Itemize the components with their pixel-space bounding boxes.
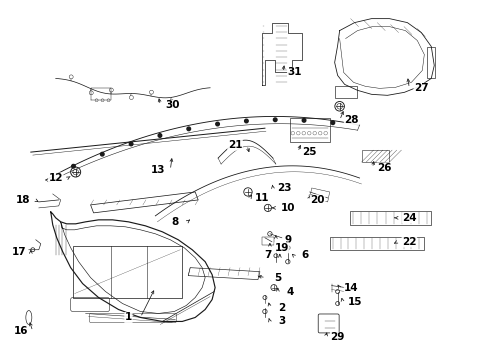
Bar bbox=[334, 86, 356, 98]
Text: 19: 19 bbox=[274, 243, 288, 253]
Text: 22: 22 bbox=[401, 237, 416, 247]
Circle shape bbox=[244, 119, 248, 123]
Bar bbox=[262, 237, 273, 245]
Text: 27: 27 bbox=[413, 84, 428, 93]
Text: 31: 31 bbox=[287, 67, 302, 77]
Text: 30: 30 bbox=[164, 100, 179, 110]
Text: 1: 1 bbox=[124, 312, 132, 323]
Text: 17: 17 bbox=[12, 247, 26, 257]
Bar bbox=[329, 237, 424, 250]
Text: 16: 16 bbox=[14, 327, 28, 336]
Text: 20: 20 bbox=[310, 195, 325, 205]
Circle shape bbox=[101, 152, 104, 156]
Text: 21: 21 bbox=[227, 140, 242, 150]
Bar bbox=[289, 118, 329, 142]
Text: 7: 7 bbox=[264, 250, 271, 260]
Text: 4: 4 bbox=[285, 287, 293, 297]
Text: 12: 12 bbox=[48, 173, 63, 183]
Text: 2: 2 bbox=[278, 302, 285, 312]
Bar bbox=[361, 150, 388, 162]
Text: 3: 3 bbox=[278, 316, 285, 327]
Text: 10: 10 bbox=[280, 203, 294, 213]
Circle shape bbox=[158, 134, 162, 137]
Text: 23: 23 bbox=[277, 183, 291, 193]
Text: 18: 18 bbox=[16, 195, 30, 205]
Bar bbox=[73, 246, 182, 298]
Circle shape bbox=[215, 122, 219, 126]
Circle shape bbox=[72, 165, 75, 168]
Text: 14: 14 bbox=[344, 283, 358, 293]
Text: 15: 15 bbox=[346, 297, 361, 306]
Bar bbox=[349, 211, 430, 225]
Circle shape bbox=[186, 127, 190, 131]
Text: 9: 9 bbox=[284, 235, 291, 245]
Bar bbox=[427, 46, 434, 78]
Text: 6: 6 bbox=[301, 250, 308, 260]
Text: 13: 13 bbox=[151, 165, 165, 175]
Text: 11: 11 bbox=[254, 193, 268, 203]
Circle shape bbox=[302, 118, 305, 122]
Text: 24: 24 bbox=[401, 213, 416, 223]
Text: 29: 29 bbox=[330, 332, 344, 342]
Text: 25: 25 bbox=[302, 147, 316, 157]
Circle shape bbox=[330, 121, 334, 125]
Text: 8: 8 bbox=[171, 217, 179, 227]
Text: 26: 26 bbox=[376, 163, 391, 173]
Circle shape bbox=[273, 118, 276, 122]
Text: 28: 28 bbox=[344, 115, 358, 125]
Circle shape bbox=[129, 142, 133, 146]
Text: 5: 5 bbox=[274, 273, 281, 283]
